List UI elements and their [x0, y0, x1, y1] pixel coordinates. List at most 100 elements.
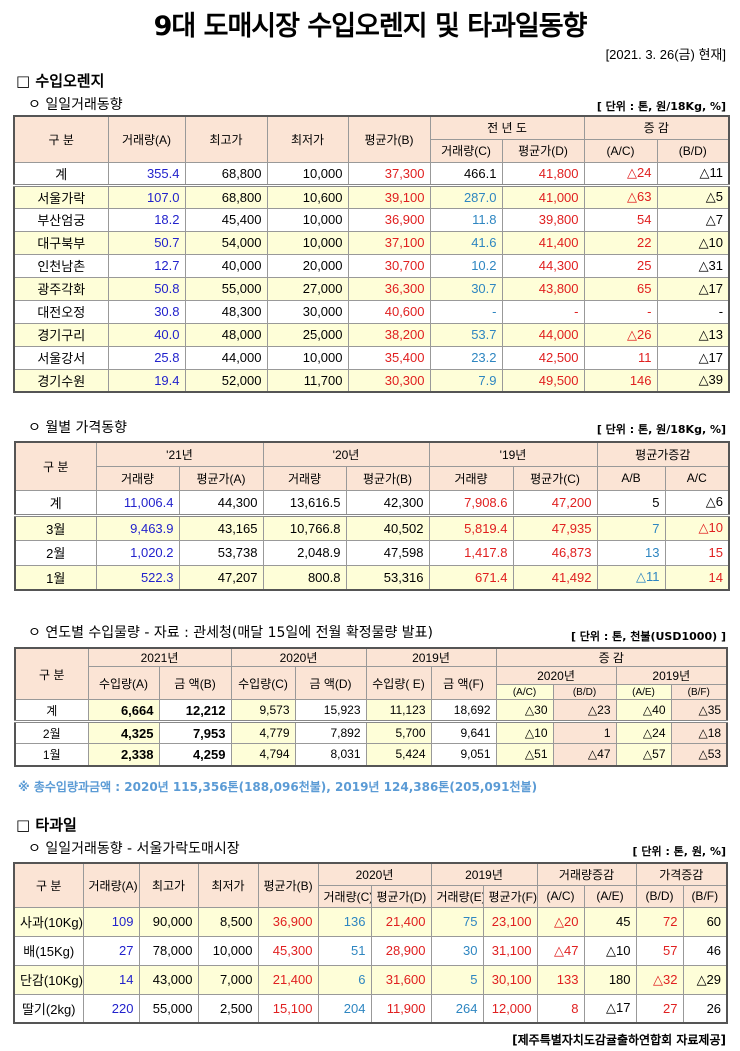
header-ac: (A/C)	[583, 138, 658, 163]
table-cell: 65	[583, 276, 658, 301]
table-cell: 4,325	[87, 721, 160, 744]
table-row: 서울강서 25.8 44,000 10,000 35,400 23.2 42,500 11 △1…	[13, 345, 730, 370]
table-cell: 13,616.5	[262, 489, 347, 517]
page-title: 9대 도매시장 수입오렌지 및 타과일동향	[153, 11, 588, 42]
header-max-price: 최고가	[184, 115, 268, 163]
table-cell: 26	[682, 993, 728, 1024]
table-cell: △5	[656, 184, 730, 209]
table-cell: 30,100	[482, 964, 538, 995]
table-cell: 44,000	[501, 322, 585, 347]
table-cell: 41,800	[501, 161, 585, 187]
table-cell: 287.0	[429, 184, 503, 209]
table-cell: 10,000	[266, 161, 349, 187]
total-import-note: ※ 총수입량과금액 : 2020년 115,356톤(188,096천불), 2…	[18, 780, 538, 794]
table-row: 2월 4,325 7,953 4,779 7,892 5,700 9,641 △10 1 △24 △…	[14, 721, 728, 744]
table-row: 딸기(2kg) 220 55,000 2,500 15,100 204 11,900 264 1…	[13, 993, 728, 1024]
table-cell: 53,316	[345, 564, 430, 591]
header-amt-f: 금 액(F)	[430, 666, 497, 700]
table-cell: 21,400	[370, 906, 432, 937]
header-2019: '19년	[428, 441, 598, 467]
table-cell: 8,500	[197, 906, 259, 937]
table-cell: 35,400	[347, 345, 431, 370]
table-cell: △20	[536, 906, 585, 937]
row-label: 경기수원	[13, 368, 109, 393]
table-row: 광주각화 50.8 55,000 27,000 36,300 30.7 43,800 65 △1…	[13, 276, 730, 301]
table-cell: 38,200	[347, 322, 431, 347]
table-cell: 11,700	[266, 368, 349, 393]
table-cell: 5	[596, 489, 666, 517]
table-cell: 45,400	[184, 207, 268, 232]
table-cell: 1,417.8	[428, 539, 514, 566]
header-bd: (B/D)	[635, 884, 684, 908]
table-cell: 27	[635, 993, 684, 1024]
table-cell: 41,000	[501, 184, 585, 209]
table-cell: 53.7	[429, 322, 503, 347]
row-label: 사과(10Kg)	[13, 906, 84, 937]
table-cell: 14	[664, 564, 730, 591]
other-unit: [ 단위 : 톤, 원, %]	[632, 845, 726, 858]
table-cell: 107.0	[107, 184, 186, 209]
row-label: 3월	[14, 514, 97, 541]
header-vol-e: 거래량(E)	[430, 884, 484, 908]
header-gubun: 구 분	[14, 647, 89, 700]
row-label: 계	[14, 489, 97, 517]
row-label: 2월	[14, 539, 97, 566]
table-cell: 45,300	[257, 935, 319, 966]
table-cell: 47,935	[512, 514, 598, 541]
header-bd: (B/D)	[656, 138, 730, 163]
daily-subheading: ㅇ 일일거래동향	[28, 97, 123, 113]
table-cell: 14	[82, 964, 140, 995]
row-label: 계	[13, 161, 109, 187]
header-volume: 거래량	[95, 465, 180, 491]
table-cell: 10,000	[197, 935, 259, 966]
table-cell: 204	[317, 993, 372, 1024]
header-avg-f: 평균가(F)	[482, 884, 538, 908]
table-cell: △40	[615, 699, 672, 723]
header-avg-change: 평균가증감	[596, 441, 730, 467]
table-cell: 25,000	[266, 322, 349, 347]
table-cell: 2,500	[197, 993, 259, 1024]
header-ac: (A/C)	[495, 684, 554, 700]
table-cell: 1	[552, 721, 617, 744]
table-cell: 11,123	[365, 699, 432, 723]
table-cell: △32	[635, 964, 684, 995]
table-cell: 4,259	[158, 743, 232, 766]
table-cell: 41.6	[429, 230, 503, 255]
table-cell: △11	[596, 564, 666, 591]
table-cell: 68,800	[184, 161, 268, 187]
table-cell: △6	[664, 489, 730, 517]
table-cell: 30,700	[347, 253, 431, 278]
table-cell: 109	[82, 906, 140, 937]
header-ac: A/C	[664, 465, 730, 491]
table-cell: 7,908.6	[428, 489, 514, 517]
annual-subheading: ㅇ 연도별 수입물량 - 자료 : 관세청(매달 15일에 전월 확정물량 발표…	[28, 625, 434, 641]
table-cell: 51	[317, 935, 372, 966]
other-fruit-table: 구 분 거래량(A) 최고가 최저가 평균가(B) 2020년 2019년 거래…	[13, 862, 729, 1024]
table-cell: 21,400	[257, 964, 319, 995]
table-cell: 10,000	[266, 345, 349, 370]
header-ab: A/B	[596, 465, 666, 491]
table-cell: 53,738	[178, 539, 264, 566]
other-subheading: ㅇ 일일거래동향 - 서울가락도매시장	[28, 841, 240, 857]
table-cell: 41,492	[512, 564, 598, 591]
row-label: 배(15Kg)	[13, 935, 84, 966]
table-cell: 136	[317, 906, 372, 937]
table-cell: 43,800	[501, 276, 585, 301]
table-cell: 36,300	[347, 276, 431, 301]
header-prev-volume: 거래량(C)	[429, 138, 503, 163]
table-cell: 49,500	[501, 368, 585, 393]
header-max-price: 최고가	[138, 862, 199, 908]
table-cell: 23.2	[429, 345, 503, 370]
header-previous-year: 전 년 도	[429, 115, 585, 140]
table-cell: 18,692	[430, 699, 497, 723]
table-cell: 7	[596, 514, 666, 541]
table-row: 계 355.4 68,800 10,000 37,300 466.1 41,800 △24 △1…	[13, 161, 730, 187]
table-cell: 36,900	[257, 906, 319, 937]
header-2020: 2020년	[317, 862, 432, 886]
table-cell: -	[501, 299, 585, 324]
daily-trade-table: 구 분 거래량(A) 최고가 최저가 평균가(B) 전 년 도 증 감 거래량(…	[13, 115, 731, 393]
row-label: 1월	[14, 743, 89, 766]
header-avg-d: 평균가(D)	[370, 884, 432, 908]
table-row: 단감(10Kg) 14 43,000 7,000 21,400 6 31,600 5 30,10…	[13, 964, 728, 995]
table-cell: 27,000	[266, 276, 349, 301]
